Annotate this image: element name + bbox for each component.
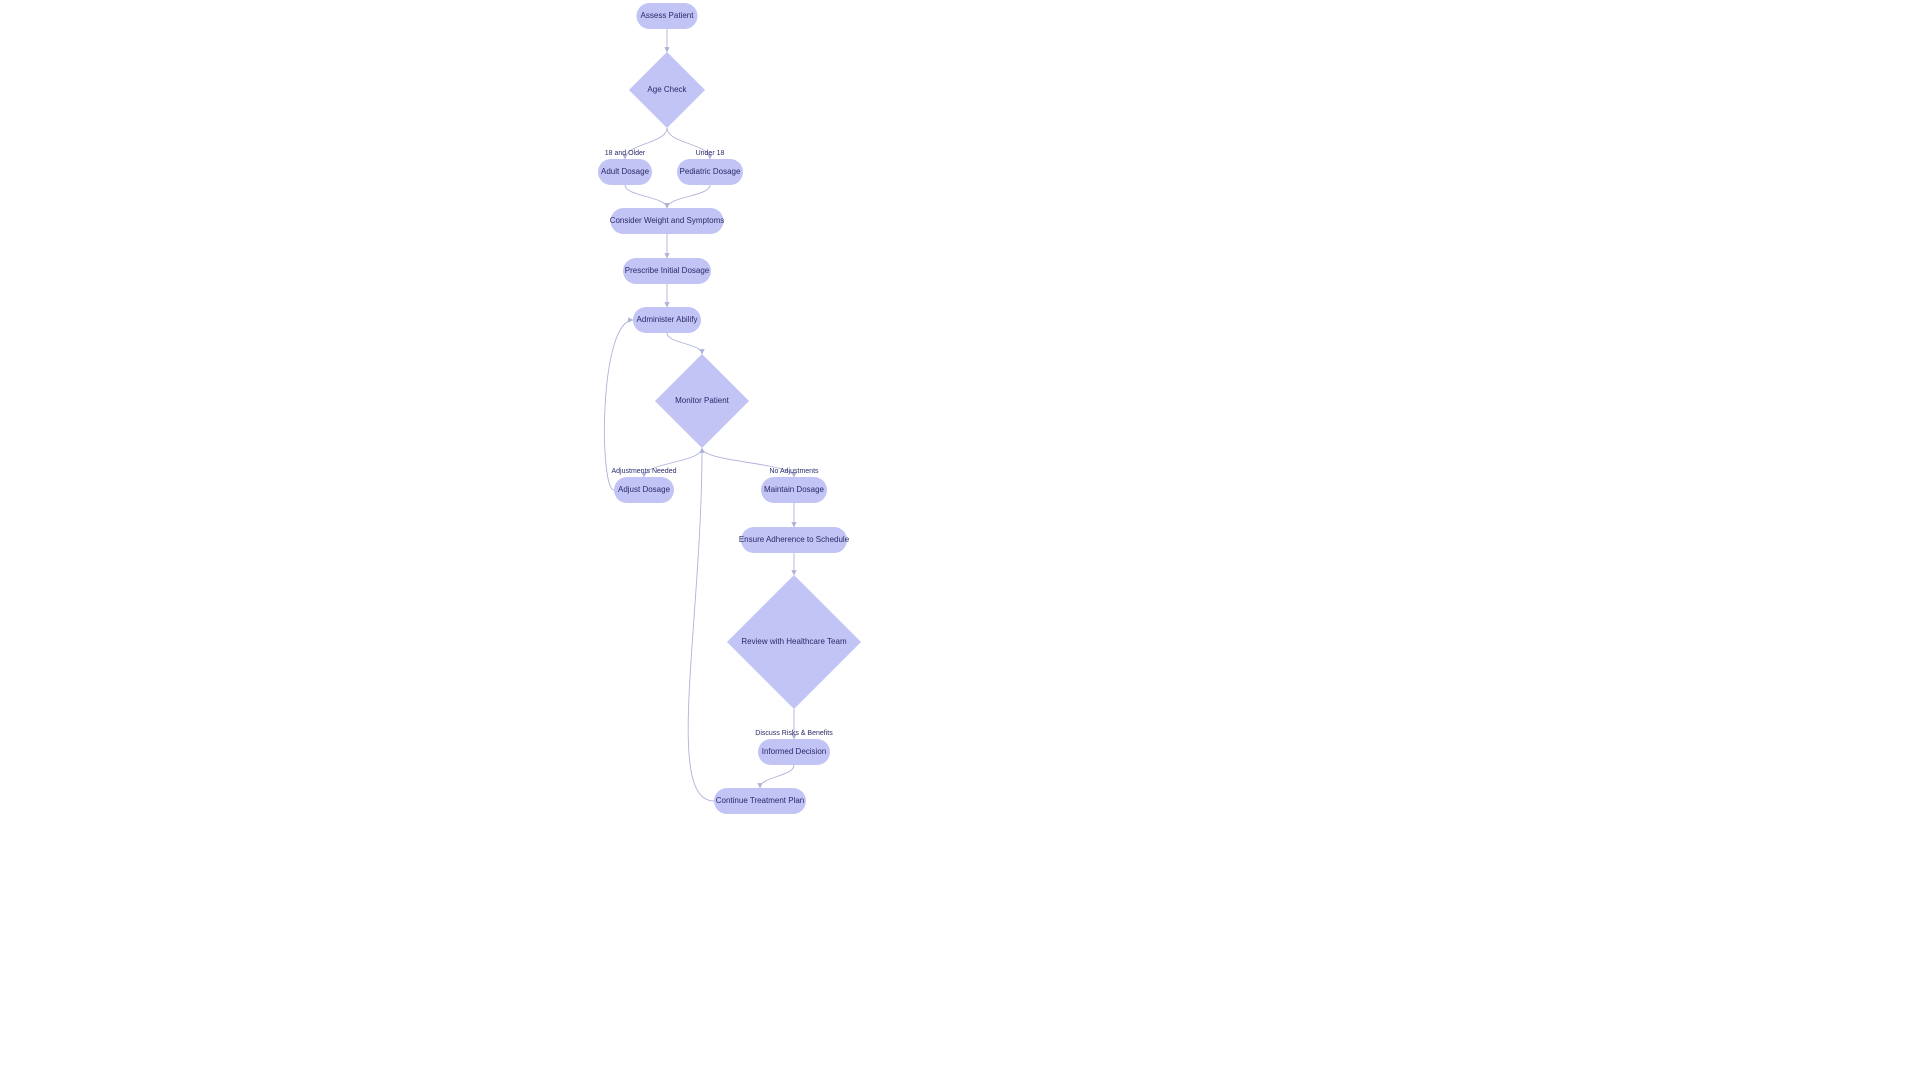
node-monitor: Monitor Patient (655, 354, 749, 448)
node-maintain: Maintain Dosage (761, 477, 827, 503)
node-label: Adult Dosage (601, 167, 650, 176)
edge-label: Adjustments Needed (612, 468, 677, 475)
node-label: Ensure Adherence to Schedule (739, 535, 850, 544)
node-review: Review with Healthcare Team (727, 575, 861, 709)
node-continue: Continue Treatment Plan (714, 788, 806, 814)
node-label: Pediatric Dosage (680, 167, 741, 176)
edge-informed-continue (760, 765, 794, 788)
node-pediatric: Pediatric Dosage (677, 159, 743, 185)
edge-label: Under 18 (696, 150, 725, 157)
node-assess: Assess Patient (637, 3, 698, 29)
node-adult: Adult Dosage (598, 159, 652, 185)
node-label: Consider Weight and Symptoms (610, 216, 725, 225)
edge-administer-monitor (667, 333, 702, 354)
edge-label: No Adjustments (769, 468, 819, 475)
edge-pediatric-consider (667, 185, 710, 208)
node-label: Prescribe Initial Dosage (625, 266, 710, 275)
node-agecheck: Age Check (629, 52, 705, 128)
node-label: Review with Healthcare Team (741, 637, 847, 646)
edge-label: Discuss Risks & Benefits (755, 730, 833, 737)
node-label: Administer Abilify (637, 315, 698, 324)
node-adjust: Adjust Dosage (614, 477, 674, 503)
node-label: Informed Decision (762, 747, 826, 756)
edge-continue-monitor (688, 448, 714, 801)
node-label: Maintain Dosage (764, 485, 825, 494)
node-ensure: Ensure Adherence to Schedule (739, 527, 850, 553)
node-layer: Assess Patient Age Check Adult Dosage Pedia… (598, 3, 861, 814)
node-label: Monitor Patient (675, 396, 730, 405)
node-label: Assess Patient (641, 11, 695, 20)
node-consider: Consider Weight and Symptoms (610, 208, 725, 234)
node-label: Continue Treatment Plan (716, 796, 805, 805)
node-informed: Informed Decision (758, 739, 830, 765)
edge-adult-consider (625, 185, 667, 208)
node-prescribe: Prescribe Initial Dosage (623, 258, 711, 284)
node-administer: Administer Abilify (633, 307, 701, 333)
node-label: Adjust Dosage (618, 485, 671, 494)
edge-label: 18 and Older (605, 150, 646, 157)
edge-adjust-administer (604, 320, 633, 490)
node-label: Age Check (647, 85, 687, 94)
